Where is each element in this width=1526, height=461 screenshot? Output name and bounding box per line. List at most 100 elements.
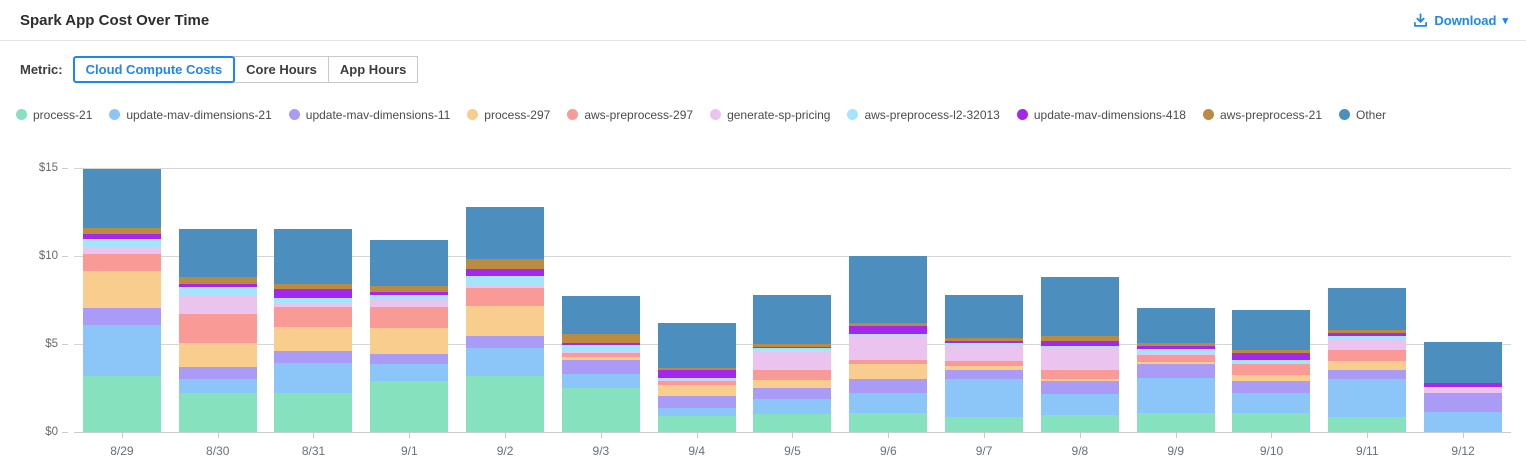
bar-segment[interactable] — [466, 276, 545, 286]
bar-segment[interactable] — [657, 379, 736, 382]
bar-segment[interactable] — [1424, 411, 1503, 432]
stacked-bar[interactable] — [466, 206, 545, 432]
bar-segment[interactable] — [849, 326, 928, 334]
bar-segment[interactable] — [1328, 340, 1407, 350]
bar-segment[interactable] — [561, 360, 640, 374]
bar-segment[interactable] — [945, 294, 1024, 338]
bar-segment[interactable] — [274, 228, 353, 284]
bar-segment[interactable] — [1136, 361, 1215, 365]
bar-segment[interactable] — [82, 228, 161, 235]
legend-item[interactable]: process-21 — [16, 108, 92, 122]
stacked-bar[interactable] — [274, 228, 353, 432]
bar-segment[interactable] — [82, 325, 161, 377]
bar-segment[interactable] — [82, 168, 161, 229]
bar-segment[interactable] — [274, 288, 353, 298]
bar-segment[interactable] — [849, 379, 928, 394]
bar-segment[interactable] — [1040, 277, 1119, 337]
bar-segment[interactable] — [561, 356, 640, 361]
legend-item[interactable]: aws-preprocess-21 — [1202, 108, 1322, 122]
bar-segment[interactable] — [370, 381, 449, 432]
bar-segment[interactable] — [753, 414, 832, 432]
bar-segment[interactable] — [1136, 349, 1215, 354]
bar-segment[interactable] — [1136, 355, 1215, 362]
bar-segment[interactable] — [561, 345, 640, 352]
bar-segment[interactable] — [849, 256, 928, 323]
bar-segment[interactable] — [657, 396, 736, 409]
legend-item[interactable]: generate-sp-pricing — [710, 108, 830, 122]
bar-segment[interactable] — [1136, 377, 1215, 413]
bar-segment[interactable] — [753, 380, 832, 388]
bar-segment[interactable] — [1232, 375, 1311, 381]
stacked-bar[interactable] — [1136, 308, 1215, 432]
stacked-bar[interactable] — [561, 296, 640, 432]
bar-segment[interactable] — [466, 305, 545, 337]
bar-segment[interactable] — [370, 327, 449, 355]
bar-segment[interactable] — [1232, 380, 1311, 394]
bar-segment[interactable] — [561, 351, 640, 354]
bar-segment[interactable] — [178, 342, 257, 368]
bar-segment[interactable] — [178, 295, 257, 314]
bar-segment[interactable] — [1040, 336, 1119, 341]
bar-segment[interactable] — [178, 393, 257, 432]
bar-segment[interactable] — [945, 416, 1024, 432]
bar-segment[interactable] — [466, 287, 545, 306]
bar-segment[interactable] — [753, 294, 832, 344]
bar-segment[interactable] — [82, 254, 161, 272]
stacked-bar[interactable] — [849, 256, 928, 432]
bar-segment[interactable] — [657, 370, 736, 379]
stacked-bar[interactable] — [178, 229, 257, 432]
bar-segment[interactable] — [1040, 345, 1119, 349]
bar-segment[interactable] — [1040, 379, 1119, 381]
bar-segment[interactable] — [1232, 413, 1311, 432]
legend-item[interactable]: update-mav-dimensions-11 — [288, 108, 450, 122]
bar-segment[interactable] — [274, 392, 353, 432]
bar-segment[interactable] — [274, 351, 353, 363]
bar-segment[interactable] — [178, 287, 257, 296]
legend-item[interactable]: update-mav-dimensions-418 — [1016, 108, 1186, 122]
bar-segment[interactable] — [1232, 352, 1311, 361]
download-button[interactable]: Download ▾ — [1413, 13, 1508, 28]
bar-segment[interactable] — [178, 276, 257, 284]
bar-segment[interactable] — [945, 346, 1024, 362]
stacked-bar[interactable] — [657, 322, 736, 432]
bar-segment[interactable] — [1424, 393, 1503, 412]
legend-item[interactable]: update-mav-dimensions-21 — [109, 108, 272, 122]
bar-segment[interactable] — [1424, 387, 1503, 394]
bar-segment[interactable] — [561, 296, 640, 335]
bar-segment[interactable] — [1328, 416, 1407, 432]
bar-segment[interactable] — [849, 412, 928, 432]
stacked-bar[interactable] — [1424, 342, 1503, 432]
bar-segment[interactable] — [945, 370, 1024, 380]
bar-segment[interactable] — [1328, 349, 1407, 362]
bar-segment[interactable] — [1136, 364, 1215, 378]
bar-segment[interactable] — [274, 327, 353, 352]
bar-segment[interactable] — [370, 291, 449, 296]
bar-segment[interactable] — [1136, 308, 1215, 343]
bar-segment[interactable] — [370, 286, 449, 292]
bar-segment[interactable] — [1328, 333, 1407, 336]
bar-segment[interactable] — [178, 313, 257, 343]
bar-segment[interactable] — [561, 353, 640, 357]
metric-option-cloud-compute-costs[interactable]: Cloud Compute Costs — [72, 56, 236, 83]
bar-segment[interactable] — [274, 303, 353, 308]
bar-segment[interactable] — [945, 379, 1024, 417]
bar-segment[interactable] — [1040, 348, 1119, 370]
bar-segment[interactable] — [466, 336, 545, 348]
bar-segment[interactable] — [370, 299, 449, 308]
bar-segment[interactable] — [1040, 369, 1119, 380]
bar-segment[interactable] — [466, 376, 545, 432]
bar-segment[interactable] — [561, 373, 640, 389]
bar-segment[interactable] — [945, 342, 1024, 347]
bar-segment[interactable] — [1040, 340, 1119, 346]
bar-segment[interactable] — [82, 247, 161, 255]
bar-segment[interactable] — [178, 283, 257, 288]
bar-segment[interactable] — [1328, 370, 1407, 380]
bar-segment[interactable] — [753, 343, 832, 347]
bar-segment[interactable] — [466, 347, 545, 377]
bar-segment[interactable] — [849, 364, 928, 380]
bar-segment[interactable] — [657, 322, 736, 368]
bar-segment[interactable] — [753, 348, 832, 352]
bar-segment[interactable] — [849, 322, 928, 327]
bar-segment[interactable] — [657, 385, 736, 397]
legend-item[interactable]: aws-preprocess-297 — [567, 108, 693, 122]
